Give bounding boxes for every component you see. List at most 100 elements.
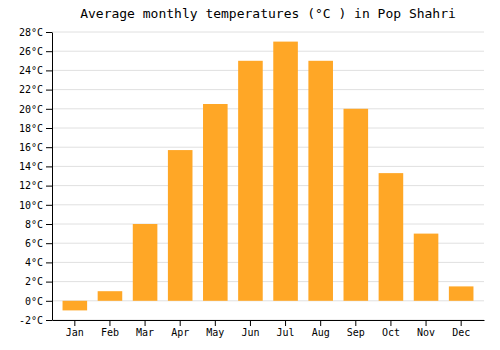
x-tick-label: Feb [101,327,119,338]
x-tick: Dec [452,320,470,338]
y-tick-label: 2°C [25,276,43,287]
y-tick-mark [46,70,52,71]
grid-line [52,32,484,33]
bar [168,150,193,301]
x-tick-label: Nov [417,327,435,338]
y-tick-label: 10°C [19,200,43,211]
grid-line [52,320,484,321]
y-tick: 2°C [25,276,52,287]
x-tick-mark [461,320,462,326]
y-tick-mark [46,224,52,225]
bar [379,173,404,301]
y-tick: 8°C [25,219,52,230]
y-tick-label: 8°C [25,219,43,230]
bar [273,42,298,301]
y-tick-mark [46,90,52,91]
y-tick-mark [46,301,52,302]
y-tick: 22°C [19,84,52,95]
y-tick: 16°C [19,142,52,153]
y-tick-mark [46,320,52,321]
y-tick-label: 28°C [19,27,43,38]
y-tick: 20°C [19,104,52,115]
y-tick-label: 26°C [19,46,43,57]
x-tick-label: Sep [347,327,365,338]
x-axis: Jan Feb Mar Apr May Jun Jul Aug Sep Oct Nov Dec [53,320,485,338]
y-tick-mark [46,109,52,110]
y-tick-mark [46,282,52,283]
x-tick-mark [109,320,110,326]
bar [133,224,158,301]
x-tick: Jul [277,320,295,338]
y-tick-mark [46,262,52,263]
x-tick-mark [426,320,427,326]
bar [203,104,228,301]
y-tick: 26°C [19,46,52,57]
y-tick-mark [46,166,52,167]
y-tick-mark [46,186,52,187]
x-tick-label: Apr [171,327,189,338]
x-tick-label: Aug [312,327,330,338]
grid-line [52,128,484,129]
bar [63,301,88,311]
bars [63,42,474,311]
y-tick-label: 16°C [19,142,43,153]
x-tick: Nov [417,320,435,338]
x-tick: Sep [347,320,365,338]
y-axis: -2°C 0°C 2°C 4°C 6°C 8°C 10°C 12°C 14°C 16°C 18°C 2… [19,27,53,326]
y-tick-mark [46,243,52,244]
y-tick-mark [46,51,52,52]
x-tick-mark [320,320,321,326]
y-tick: 24°C [19,65,52,76]
grid-line [52,70,484,71]
y-tick-label: 0°C [25,296,43,307]
bar [414,234,439,301]
x-tick-mark [355,320,356,326]
y-tick-label: 18°C [19,123,43,134]
bar [238,61,263,301]
grid-line [52,147,484,148]
bar [98,291,123,301]
x-tick-label: Oct [382,327,400,338]
y-axis-line [52,33,53,321]
bar [449,286,474,300]
y-tick-label: 14°C [19,161,43,172]
x-tick-label: Mar [136,327,154,338]
x-tick: Oct [382,320,400,338]
grid-line [52,89,484,90]
y-tick-mark [46,32,52,33]
y-tick: 6°C [25,238,52,249]
y-tick-label: 22°C [19,84,43,95]
title: Average monthly temperatures (°C ) in Po… [80,6,456,21]
x-tick: Jan [66,320,84,338]
x-tick-mark [390,320,391,326]
bar [344,109,369,301]
y-tick: -2°C [19,315,52,326]
bar [308,61,333,301]
grid-line [52,224,484,225]
x-tick: Feb [101,320,119,338]
y-tick: 0°C [25,296,52,307]
y-tick-mark [46,128,52,129]
y-tick-label: 4°C [25,257,43,268]
plot: -2°C 0°C 2°C 4°C 6°C 8°C 10°C 12°C 14°C 16°C 18°C 2… [19,27,485,338]
x-tick-mark [74,320,75,326]
x-tick: Apr [171,320,189,338]
chart: -2°C 0°C 2°C 4°C 6°C 8°C 10°C 12°C 14°C 16°C 18°C 2… [0,0,500,350]
y-tick-mark [46,205,52,206]
y-tick-label: -2°C [19,315,43,326]
y-tick: 14°C [19,161,52,172]
x-tick-label: Jun [241,327,259,338]
y-tick-label: 6°C [25,238,43,249]
y-tick-label: 20°C [19,104,43,115]
x-tick: May [206,320,224,338]
grid-line [52,51,484,52]
x-tick: Aug [312,320,330,338]
grid-line [52,185,484,186]
x-tick-label: Jul [277,327,295,338]
y-tick: 12°C [19,180,52,191]
x-axis-line [53,320,485,321]
y-tick: 10°C [19,200,52,211]
x-tick: Mar [136,320,154,338]
grid-line [52,108,484,109]
x-tick-mark [145,320,146,326]
